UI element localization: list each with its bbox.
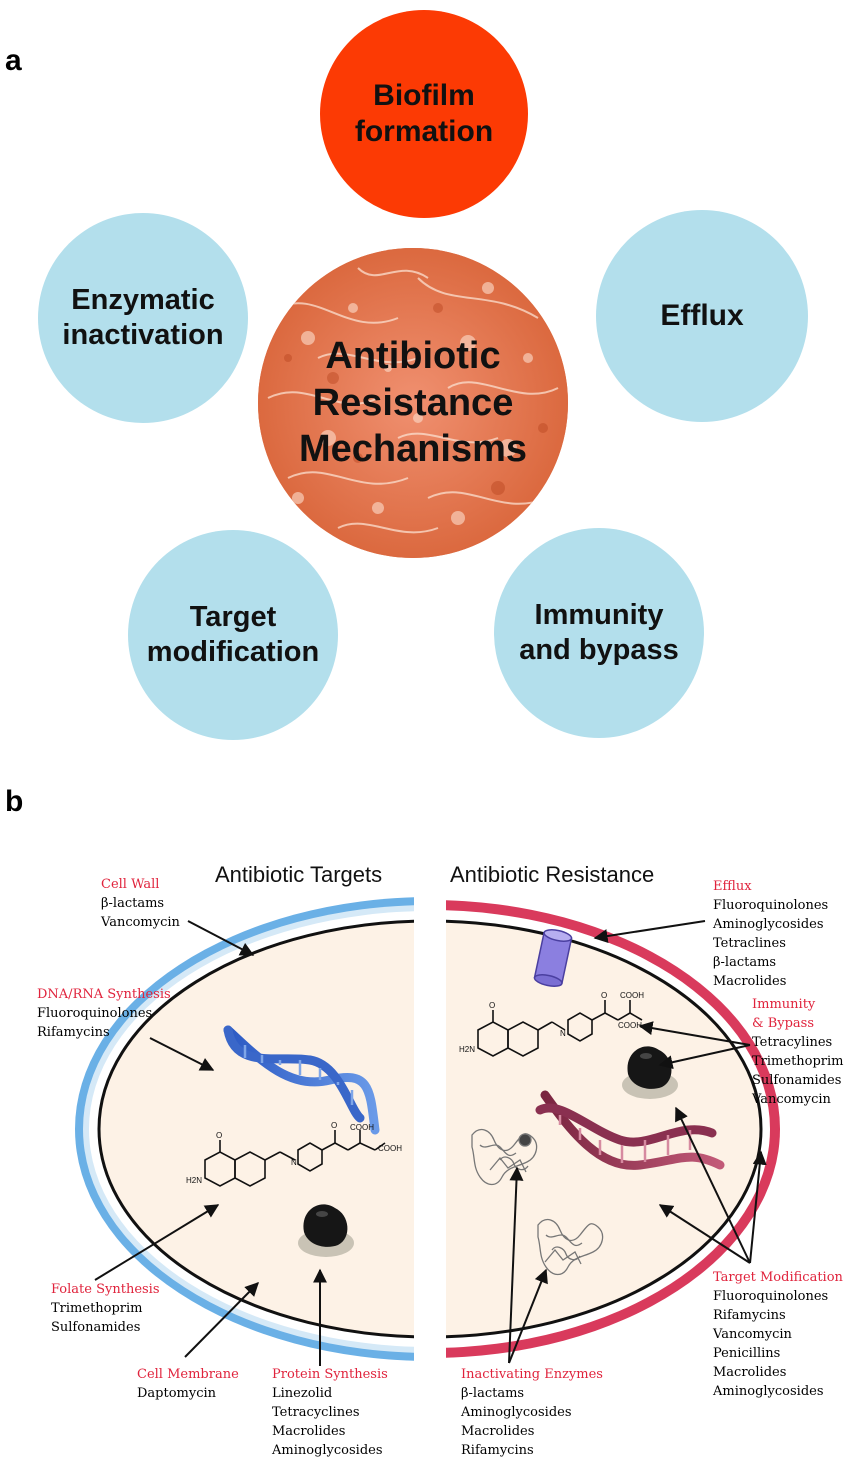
- folate-drug: Trimethoprim: [51, 1301, 143, 1316]
- efflux-drug: Aminoglycosides: [713, 917, 824, 932]
- cell-diagram: O H2N N O COOH COOH O H2N N O COOH COOH: [75, 897, 780, 1366]
- dna-rna-drug: Rifamycins: [37, 1025, 110, 1040]
- enzyme-structure-icon: [537, 1218, 604, 1276]
- molecule-n-label: N: [291, 1158, 297, 1167]
- pointer-arrows-left: [94, 920, 327, 1366]
- dna-helix-icon: [535, 1090, 725, 1170]
- molecule-cooh-label: COOH: [378, 1144, 402, 1153]
- enzymatic-inactivation-label: Enzymatic inactivation: [62, 284, 224, 351]
- inactivating-enzymes-label-group: Inactivating Enzymes β-lactams Aminoglyc…: [461, 1365, 603, 1460]
- target-modification-drug: Vancomycin: [713, 1327, 792, 1342]
- folate-molecule-icon: [477, 1000, 643, 1057]
- molecule-n-label: N: [560, 1029, 566, 1038]
- protein-drug: Macrolides: [272, 1424, 346, 1439]
- antibiotic-targets-title: Antibiotic Targets: [215, 862, 383, 887]
- efflux-heading: Efflux: [713, 879, 752, 894]
- membrane-drug: Daptomycin: [137, 1386, 217, 1401]
- protein-heading: Protein Synthesis: [272, 1367, 388, 1382]
- dna-rna-drug: Fluoroquinolones: [37, 1006, 153, 1021]
- immunity-heading: & Bypass: [752, 1016, 815, 1031]
- efflux-drug: Macrolides: [713, 974, 787, 989]
- dna-helix-icon: [223, 1025, 380, 1135]
- folate-molecule-labels: O H2N N O COOH COOH: [459, 991, 644, 1054]
- efflux-drug: β-lactams: [713, 955, 777, 970]
- immunity-drug: Trimethoprim: [752, 1054, 844, 1069]
- center-title: Antibiotic Resistance Mechanisms: [298, 335, 528, 471]
- target-modification-drug: Aminoglycosides: [713, 1384, 824, 1399]
- folate-molecule-labels: O H2N N O COOH COOH: [186, 1121, 402, 1185]
- efflux-pump-icon: [533, 929, 573, 987]
- efflux-label: Efflux: [660, 299, 744, 332]
- molecule-cooh-label: COOH: [620, 991, 644, 1000]
- folate-drug: Sulfonamides: [51, 1320, 141, 1335]
- target-modification-drug: Penicillins: [713, 1346, 781, 1361]
- target-modification-drug: Macrolides: [713, 1365, 787, 1380]
- enzymatic-inactivation-circle: Enzymatic inactivation: [38, 213, 248, 423]
- inactivating-enzymes-heading: Inactivating Enzymes: [461, 1367, 603, 1382]
- folate-label-group: Folate Synthesis Trimethoprim Sulfonamid…: [51, 1280, 160, 1337]
- target-modification-label-group: Target Modification Fluoroquinolones Rif…: [713, 1268, 843, 1401]
- cell-wall-drug: β-lactams: [101, 896, 165, 911]
- pointer-arrows-right: [508, 920, 767, 1364]
- biofilm-formation-label: Biofilm formation: [354, 79, 494, 148]
- inactivating-enzymes-drug: Macrolides: [461, 1424, 535, 1439]
- panel-a-label: a: [5, 44, 22, 77]
- efflux-label-group: Efflux Fluoroquinolones Aminoglycosides …: [713, 877, 828, 991]
- immunity-drug: Vancomycin: [752, 1092, 831, 1107]
- center-biofilm-circle: Antibiotic Resistance Mechanisms: [258, 248, 568, 558]
- panel-b-label: b: [5, 785, 24, 818]
- molecule-o-label: O: [331, 1121, 337, 1130]
- protein-drug: Aminoglycosides: [272, 1443, 383, 1458]
- target-modification-drug: Rifamycins: [713, 1308, 786, 1323]
- dna-rna-heading: DNA/RNA Synthesis: [37, 987, 171, 1002]
- cell-wall-heading: Cell Wall: [101, 877, 160, 892]
- immunity-bypass-label: Immunity and bypass: [519, 599, 679, 666]
- cell-wall-drug: Vancomycin: [101, 915, 180, 930]
- membrane-heading: Cell Membrane: [137, 1367, 239, 1382]
- target-modification-heading: Target Modification: [713, 1270, 843, 1285]
- target-modification-circle: Target modification: [128, 530, 338, 740]
- membrane-label-group: Cell Membrane Daptomycin: [137, 1365, 239, 1403]
- inactivating-enzymes-drug: Rifamycins: [461, 1443, 534, 1458]
- protein-label-group: Protein Synthesis Linezolid Tetracycline…: [272, 1365, 388, 1460]
- immunity-heading: Immunity: [752, 997, 816, 1012]
- molecule-cooh-label: COOH: [618, 1021, 642, 1030]
- efflux-drug: Tetraclines: [713, 936, 786, 951]
- biofilm-formation-circle: Biofilm formation: [320, 10, 528, 218]
- antibiotic-resistance-title: Antibiotic Resistance: [450, 862, 655, 887]
- folate-heading: Folate Synthesis: [51, 1282, 160, 1297]
- molecule-o-label: O: [489, 1001, 495, 1010]
- immunity-drug: Sulfonamides: [752, 1073, 842, 1088]
- target-modification-drug: Fluoroquinolones: [713, 1289, 829, 1304]
- protein-drug: Linezolid: [272, 1386, 333, 1401]
- efflux-circle: Efflux: [596, 210, 808, 422]
- molecule-h2n-label: H2N: [186, 1176, 202, 1185]
- enzyme-structure-icon: [471, 1128, 538, 1186]
- biofilm-texture: [258, 248, 568, 558]
- inactivating-enzymes-drug: β-lactams: [461, 1386, 525, 1401]
- immunity-label-group: Immunity & Bypass Tetracylines Trimethop…: [752, 995, 844, 1109]
- molecule-cooh-label: COOH: [350, 1123, 374, 1132]
- folate-molecule-icon: [204, 1130, 386, 1187]
- protein-drug: Tetracyclines: [272, 1405, 360, 1420]
- molecule-h2n-label: H2N: [459, 1045, 475, 1054]
- ribosome-icon: [298, 1204, 354, 1257]
- target-modification-label: Target modification: [146, 601, 320, 668]
- cell-wall-label-group: Cell Wall β-lactams Vancomycin: [101, 875, 180, 932]
- immunity-bypass-circle: Immunity and bypass: [494, 528, 704, 738]
- molecule-o-label: O: [216, 1131, 222, 1140]
- dna-rna-label-group: DNA/RNA Synthesis Fluoroquinolones Rifam…: [37, 985, 171, 1042]
- inactivating-enzymes-drug: Aminoglycosides: [461, 1405, 572, 1420]
- immunity-drug: Tetracylines: [752, 1035, 833, 1050]
- molecule-o-label: O: [601, 991, 607, 1000]
- efflux-drug: Fluoroquinolones: [713, 898, 829, 913]
